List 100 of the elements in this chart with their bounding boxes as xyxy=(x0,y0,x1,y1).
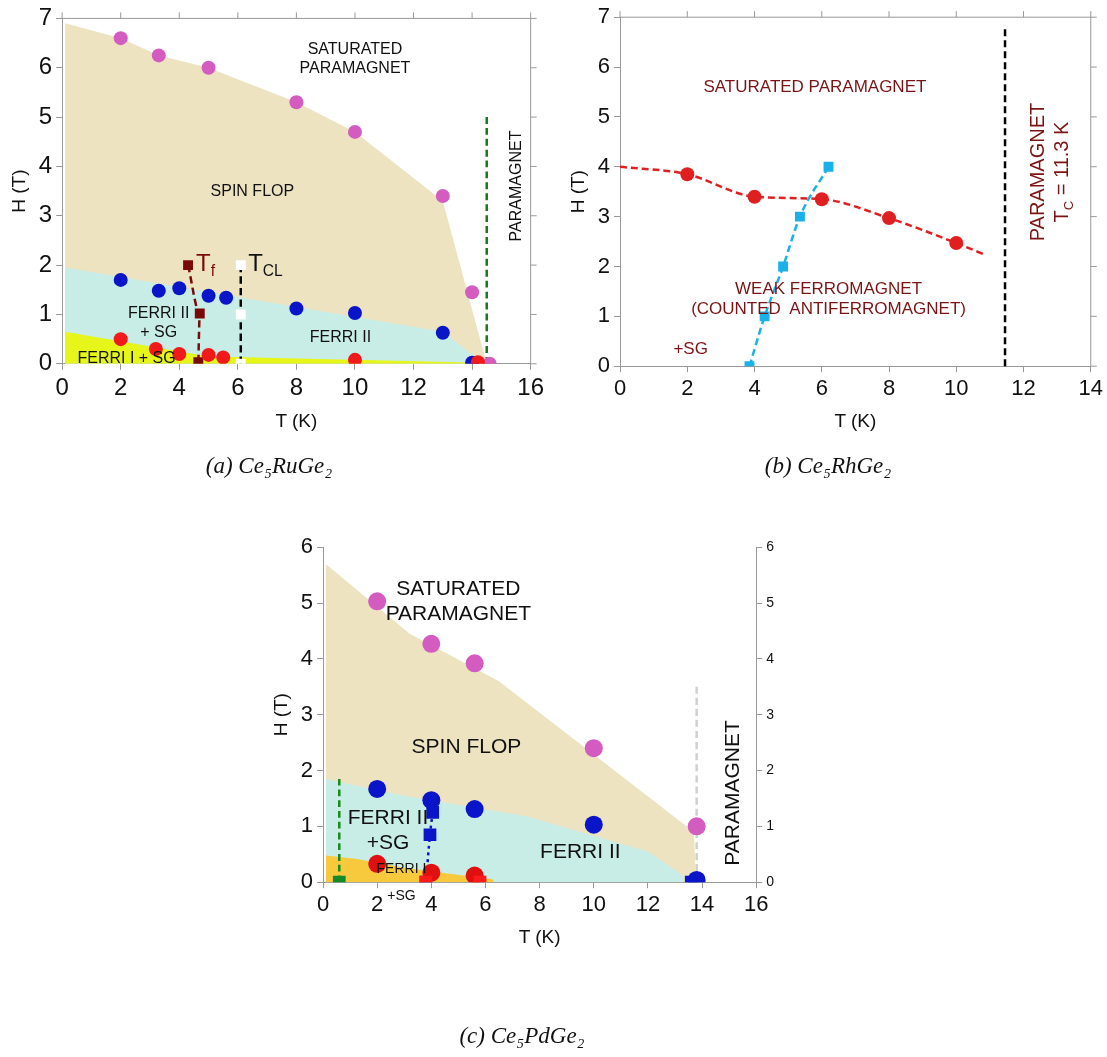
point xyxy=(422,634,441,653)
point xyxy=(219,290,234,305)
point xyxy=(584,739,603,758)
annotation: FERRI I + SG xyxy=(77,348,176,368)
point xyxy=(368,592,387,611)
y-tick-label: 2 xyxy=(597,252,611,278)
annotation: T$_{CL}$ xyxy=(248,248,283,279)
y-tick-label: 3 xyxy=(597,202,611,228)
point xyxy=(465,654,484,673)
point xyxy=(289,301,304,316)
y-tick-label: 3 xyxy=(38,200,53,228)
annotation: WEAK FERROMAGNET (COUNTED ANTIFERROMAGNET) xyxy=(691,278,966,320)
annotation: SATURATED PARAMAGNET xyxy=(385,574,532,626)
text: (b) Ce₅RhGe₂ xyxy=(764,453,892,479)
point xyxy=(778,261,789,272)
y-tick-label: 1 xyxy=(597,302,611,328)
point xyxy=(151,283,166,298)
annotation: FERRI II +SG xyxy=(347,804,429,855)
point xyxy=(794,211,805,222)
text: (c) Ce₅PdGe₂ xyxy=(459,1023,585,1049)
y-axis-title: H (T) xyxy=(566,170,588,214)
point xyxy=(347,124,362,139)
x-axis-title: T (K) xyxy=(834,410,877,432)
x-tick-label: 8 xyxy=(533,891,546,917)
x-tick-label: 12 xyxy=(635,891,661,917)
y2-tick-label: 1 xyxy=(766,817,775,834)
annotation: PARAMAGNET xyxy=(1025,102,1050,242)
annotation: FERRI II xyxy=(309,326,372,347)
annotation: T$_{f}$ xyxy=(195,248,216,279)
x-tick-label: 10 xyxy=(341,372,369,400)
x-tick-label: 4 xyxy=(172,372,186,400)
x-tick-label: 2 xyxy=(681,375,694,401)
annotation: FERRI II + SG xyxy=(127,302,190,342)
y2-tick-label: 0 xyxy=(766,873,775,890)
x-tick-label: 14 xyxy=(458,372,486,400)
annotation: +SG xyxy=(673,338,708,359)
point xyxy=(422,791,441,810)
y-tick-label: 2 xyxy=(300,756,314,782)
point xyxy=(435,189,450,204)
point xyxy=(151,48,166,63)
point xyxy=(823,161,834,172)
x-tick-label: 4 xyxy=(748,375,761,401)
y-tick-label: 7 xyxy=(597,3,611,29)
x-axis-title: T (K) xyxy=(275,410,318,432)
y-tick-label: 1 xyxy=(300,812,314,838)
annotation: SPIN FLOP xyxy=(210,181,295,201)
y-tick-label: 6 xyxy=(300,533,314,559)
point xyxy=(113,332,128,347)
y-tick-label: 6 xyxy=(597,53,611,79)
x-tick-label: 6 xyxy=(231,372,245,400)
y2-tick-label: 5 xyxy=(766,593,775,610)
x-tick-label: 0 xyxy=(316,891,330,917)
y-tick-label: 6 xyxy=(38,52,53,80)
point xyxy=(201,288,216,303)
annotation: PARAMAGNET xyxy=(506,130,526,242)
annotation: SATURATED PARAMAGNET xyxy=(299,38,411,77)
point xyxy=(435,325,450,340)
point xyxy=(347,305,362,320)
y-tick-label: 4 xyxy=(300,644,314,670)
y-tick-label: 4 xyxy=(597,152,611,178)
y-tick-label: 4 xyxy=(38,151,53,179)
point xyxy=(235,309,246,320)
point xyxy=(949,236,964,251)
x-tick-label: 6 xyxy=(815,375,828,401)
point xyxy=(201,347,216,362)
x-tick-label: 14 xyxy=(1078,375,1104,401)
point xyxy=(113,272,128,287)
y-tick-label: 0 xyxy=(38,348,53,376)
x-tick-label: 8 xyxy=(289,372,304,400)
x-tick-label: 10 xyxy=(944,375,969,401)
y2-tick-label: 4 xyxy=(766,649,775,666)
y2-tick-label: 3 xyxy=(766,705,775,722)
annotation: SPIN FLOP xyxy=(411,732,522,759)
x-tick-label: 0 xyxy=(613,375,627,401)
line-series xyxy=(620,165,985,256)
y-tick-label: 3 xyxy=(300,700,314,726)
y-tick-label: 7 xyxy=(38,3,53,31)
point xyxy=(465,800,484,819)
point xyxy=(235,260,246,271)
x-tick-label: 2 xyxy=(114,372,128,400)
x-tick-label: 12 xyxy=(1011,375,1036,401)
y-tick-label: 0 xyxy=(300,868,314,894)
y2-tick-label: 2 xyxy=(766,761,775,778)
point xyxy=(368,779,387,798)
point xyxy=(201,60,216,75)
point xyxy=(747,189,762,204)
point xyxy=(465,285,480,300)
x-tick-label: 14 xyxy=(689,891,715,917)
y-tick-label: 0 xyxy=(597,352,611,378)
y-tick-label: 5 xyxy=(38,101,53,129)
point xyxy=(680,167,695,182)
annotation: FERRI II xyxy=(540,838,621,864)
point xyxy=(882,211,897,226)
x-tick-label: 10 xyxy=(581,891,607,917)
y-tick-label: 1 xyxy=(38,299,53,327)
annotation: SATURATED PARAMAGNET xyxy=(703,76,927,98)
point xyxy=(183,260,194,271)
point xyxy=(687,817,706,836)
x-tick-label: 12 xyxy=(400,372,427,400)
point xyxy=(347,352,362,364)
